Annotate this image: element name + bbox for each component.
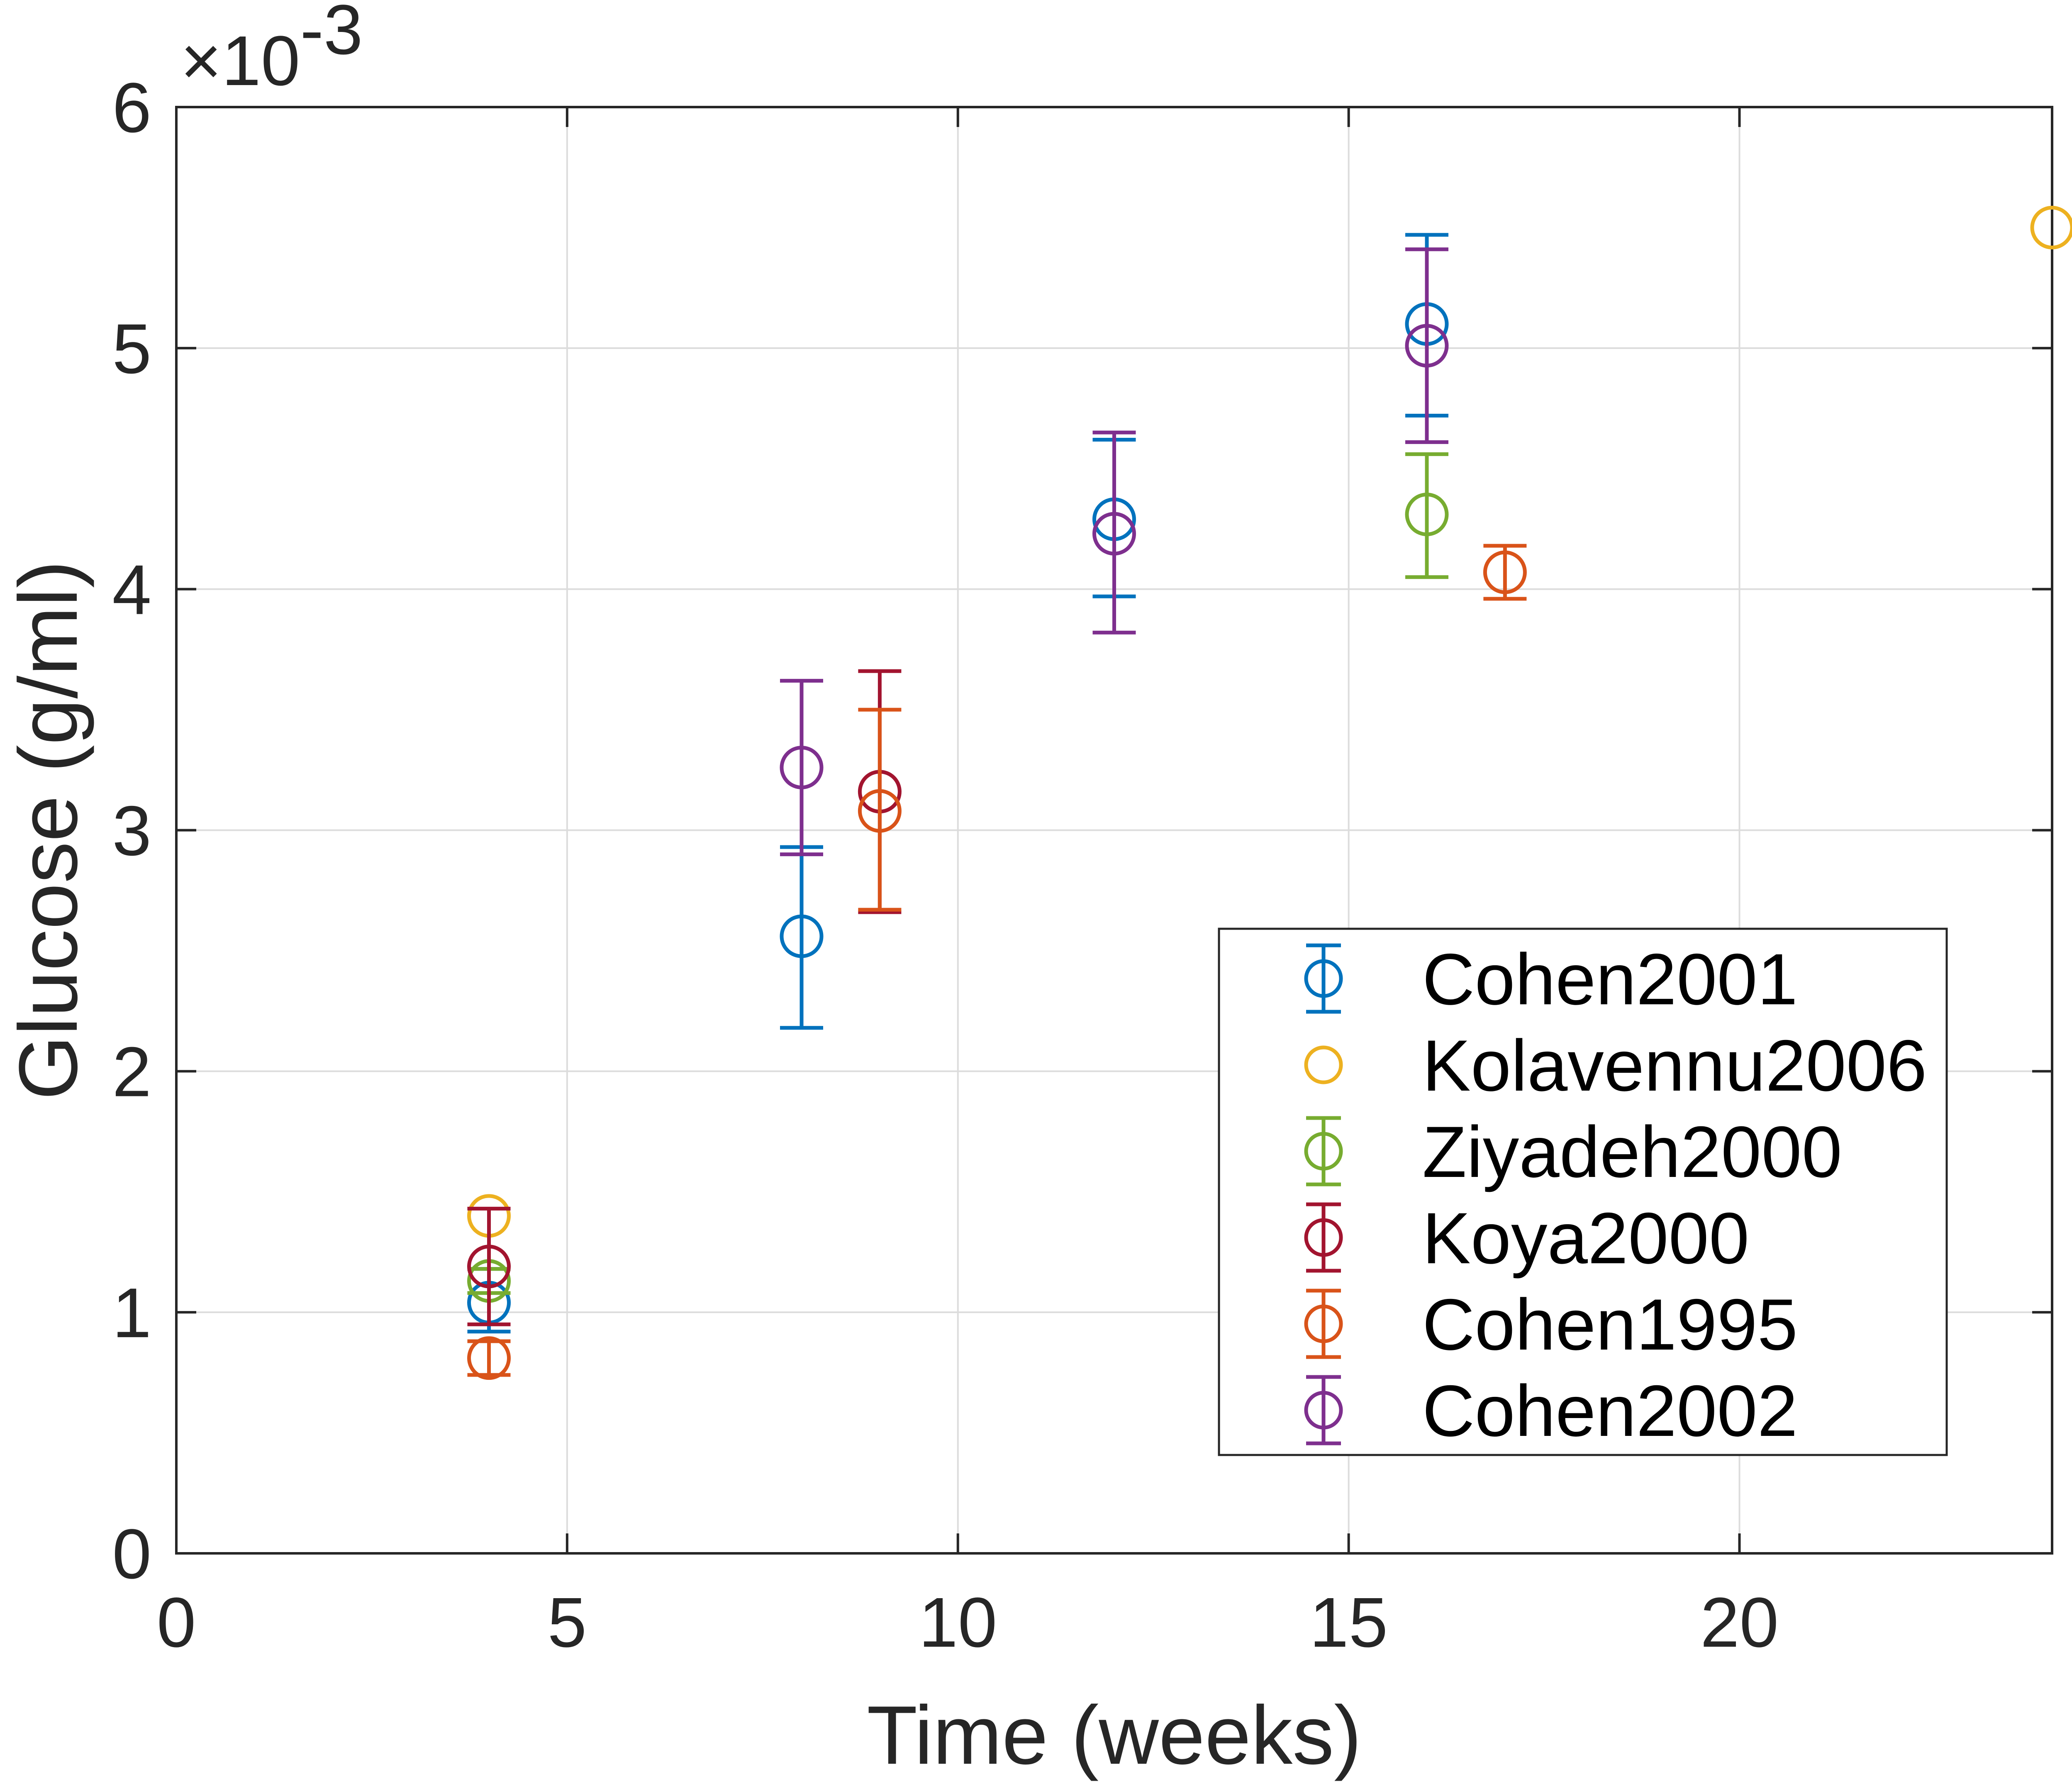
data-point <box>467 1336 511 1380</box>
series-Ziyadeh2000 <box>467 452 1449 1303</box>
series-Cohen1995 <box>467 544 1527 1380</box>
x-tick-label: 15 <box>1309 1583 1388 1662</box>
legend-label: Koya2000 <box>1422 1198 1749 1279</box>
data-point <box>1405 493 1449 537</box>
legend-marker <box>1304 1045 1343 1084</box>
legend-marker <box>1304 1304 1343 1343</box>
x-tick-label: 20 <box>1700 1583 1779 1662</box>
legend-item: Ziyadeh2000 <box>1304 1112 1842 1193</box>
y-axis-label: Glucose (g/ml) <box>2 560 95 1100</box>
legend-marker <box>1304 1218 1343 1257</box>
exponent-power: -3 <box>300 0 363 69</box>
y-tick-label: 2 <box>112 1033 151 1111</box>
y-tick-label: 6 <box>112 68 151 147</box>
y-tick-labels: 0 1 2 3 4 5 6 <box>112 68 151 1594</box>
y-tick-label: 3 <box>112 792 151 871</box>
tick-marks <box>175 106 2052 1555</box>
exponent-base: ×10 <box>180 22 300 100</box>
legend-item: Kolavennu2006 <box>1304 1025 1927 1106</box>
data-point <box>1405 324 1449 368</box>
x-tick-labels: 0 5 10 15 20 <box>157 1583 1779 1662</box>
legend-box <box>1218 928 1948 1456</box>
legend-marker <box>1304 959 1343 998</box>
data-point <box>780 745 824 789</box>
legend-label: Kolavennu2006 <box>1422 1025 1927 1106</box>
data-point <box>2030 205 2072 249</box>
y-tick-label: 1 <box>112 1274 151 1352</box>
series-Cohen2002 <box>780 247 1449 857</box>
legend-marker <box>1304 1391 1343 1430</box>
y-tick-label: 0 <box>112 1515 151 1594</box>
legend-item: Koya2000 <box>1304 1198 1749 1279</box>
legend-label: Ziyadeh2000 <box>1422 1112 1842 1193</box>
data-point <box>1092 512 1136 556</box>
x-tick-label: 5 <box>548 1583 587 1662</box>
x-tick-label: 10 <box>919 1583 997 1662</box>
legend-label: Cohen2001 <box>1422 939 1798 1020</box>
y-tick-label: 4 <box>112 551 151 630</box>
data-series <box>467 205 2072 1380</box>
legend: Cohen2001Kolavennu2006Ziyadeh2000Koya200… <box>1218 928 1948 1456</box>
data-point <box>780 914 824 958</box>
data-point <box>1483 550 1527 594</box>
data-point <box>467 1245 511 1289</box>
data-point <box>858 789 902 833</box>
y-axis-exponent: ×10-3 <box>180 0 363 100</box>
legend-item: Cohen1995 <box>1304 1284 1798 1365</box>
legend-marker <box>1304 1132 1343 1171</box>
legend-label: Cohen1995 <box>1422 1284 1798 1365</box>
x-tick-label: 0 <box>157 1583 196 1662</box>
legend-item: Cohen2002 <box>1304 1371 1798 1452</box>
legend-label: Cohen2002 <box>1422 1371 1798 1452</box>
legend-item: Cohen2001 <box>1304 939 1798 1020</box>
x-axis-label: Time (weeks) <box>867 1689 1362 1782</box>
y-tick-label: 5 <box>112 310 151 388</box>
